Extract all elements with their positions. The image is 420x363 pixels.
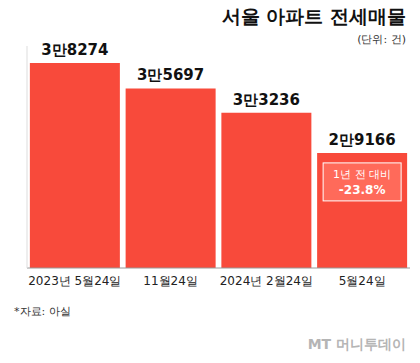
svg-text:3만5697: 3만5697 (137, 66, 204, 84)
svg-text:2만9166: 2만9166 (329, 131, 396, 149)
svg-text:11월24일: 11월24일 (143, 274, 198, 288)
svg-text:1년 전 대비: 1년 전 대비 (333, 168, 391, 181)
html-text:*자료: 아실: *자료: 아실 (14, 305, 71, 318)
svg-text:2024년 2월24일: 2024년 2월24일 (220, 274, 313, 288)
svg-text:3만8274: 3만8274 (41, 41, 108, 59)
svg-text:-23.8%: -23.8% (339, 183, 386, 197)
svg-text:3만3236: 3만3236 (233, 91, 300, 109)
svg-text:5월24일: 5월24일 (339, 274, 386, 288)
html-text:(단위: 건): (단위: 건) (357, 33, 406, 46)
html-text:MT 머니투데이: MT 머니투데이 (307, 336, 406, 352)
svg-text:2023년 5월24일: 2023년 5월24일 (28, 274, 121, 288)
html-text:서울 아파트 전세매물: 서울 아파트 전세매물 (221, 5, 406, 27)
